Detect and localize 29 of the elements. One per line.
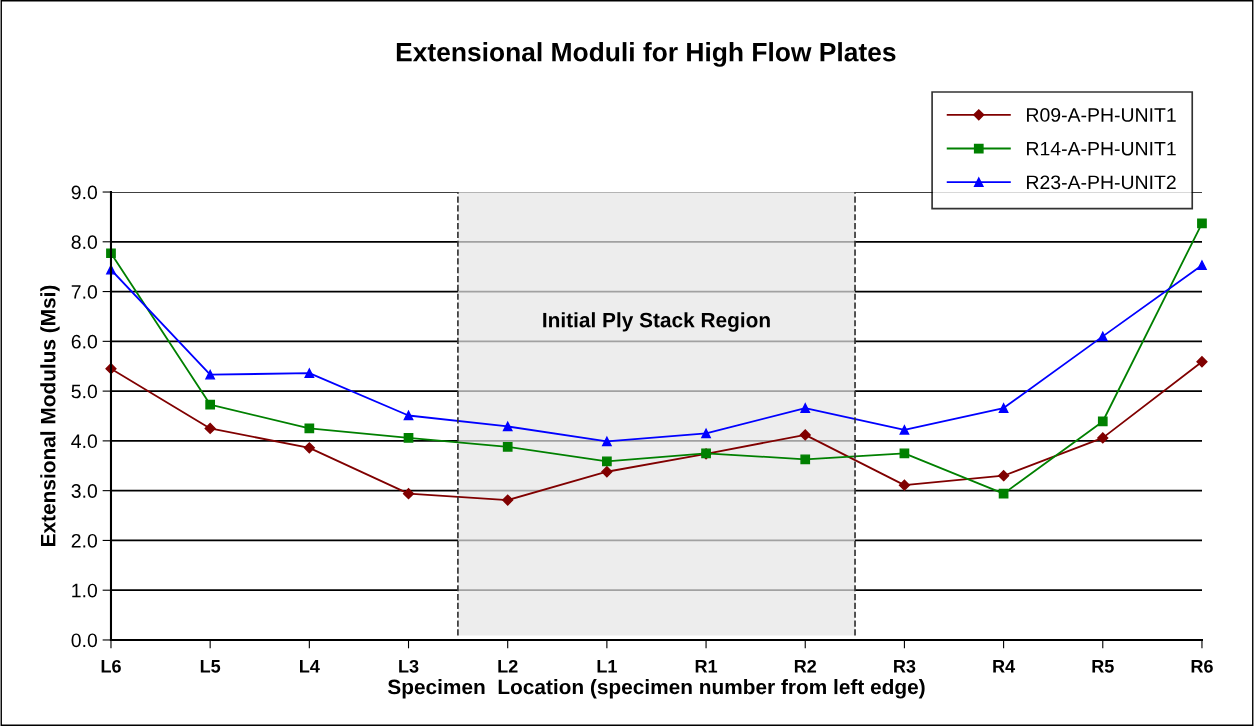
y-tick-label: 8.0 — [71, 235, 98, 250]
x-tick-label: R6 — [1191, 659, 1213, 673]
legend-label: R23-A-PH-UNIT2 — [1027, 175, 1176, 190]
y-tick-label: 9.0 — [71, 185, 98, 200]
y-tick-label: 5.0 — [71, 384, 98, 399]
chart-title: Extensional Moduli for High Flow Plates — [396, 42, 896, 67]
y-tick-label: 0.0 — [71, 633, 98, 648]
x-tick-label: R5 — [1092, 660, 1114, 673]
y-tick-label: 2.0 — [71, 533, 98, 548]
y-axis-title: Extensional Modulus (Msi) — [40, 285, 60, 546]
x-tick-label: L2 — [498, 659, 518, 673]
x-tick-label: L1 — [597, 660, 617, 673]
legend-label: R14-A-PH-UNIT1 — [1027, 141, 1176, 156]
x-tick-label: L4 — [300, 660, 320, 673]
x-tick-label: R1 — [695, 660, 718, 673]
y-tick-label: 3.0 — [71, 484, 98, 498]
y-tick-label: 1.0 — [72, 583, 98, 598]
x-tick-label: L3 — [399, 659, 419, 673]
x-tick-label: R3 — [894, 659, 916, 673]
x-axis-title: Specimen Location (specimen number from left edge) — [387, 679, 925, 699]
x-tick-label: L6 — [101, 659, 121, 673]
y-tick-label: 6.0 — [71, 334, 98, 349]
x-tick-label: R4 — [993, 660, 1016, 673]
annotation: Initial Ply Stack Region — [543, 312, 770, 332]
x-tick-label: R2 — [794, 659, 817, 673]
legend-label: R09-A-PH-UNIT1 — [1027, 108, 1176, 122]
y-tick-label: 7.0 — [71, 285, 98, 299]
y-tick-label: 4.0 — [71, 434, 98, 449]
x-tick-label: L5 — [200, 660, 221, 673]
